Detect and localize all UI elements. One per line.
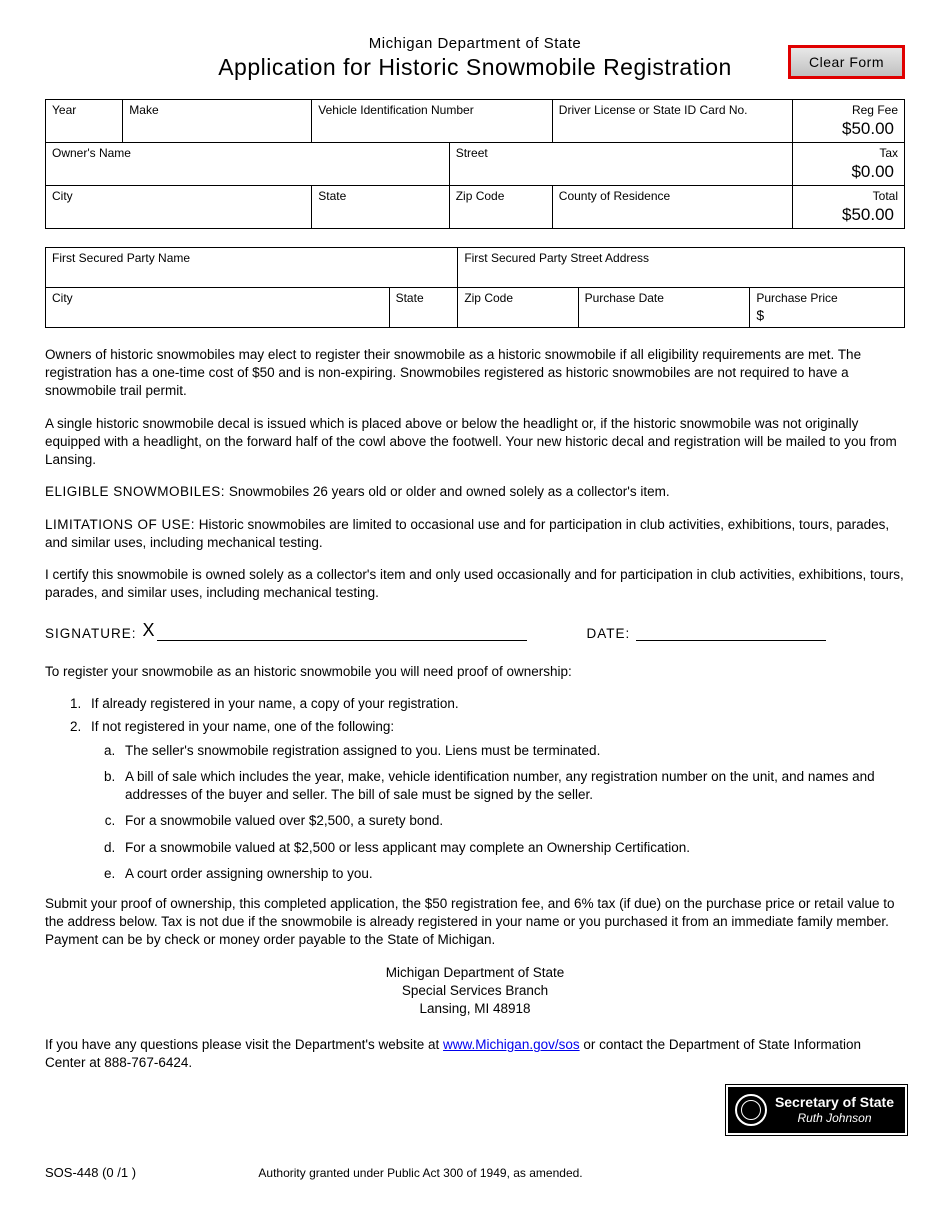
date-line[interactable] — [636, 640, 826, 641]
department-name: Michigan Department of State — [45, 35, 905, 52]
seal-row: Secretary of State Ruth Johnson — [45, 1087, 905, 1137]
website-link[interactable]: www.Michigan.gov/sos — [443, 1037, 580, 1052]
date-label: DATE: — [587, 626, 631, 641]
reg-fee-value: $50.00 — [799, 117, 898, 139]
intro-p2: A single historic snowmobile decal is is… — [45, 415, 905, 470]
dl-cell[interactable]: Driver License or State ID Card No. — [552, 100, 793, 143]
state-label: State — [318, 189, 442, 203]
form-number: SOS-448 (0 /1 ) — [45, 1165, 136, 1180]
seal-icon — [735, 1094, 767, 1126]
proof-item-2: If not registered in your name, one of t… — [85, 719, 905, 883]
total-value: $50.00 — [799, 203, 898, 225]
sub-a: The seller's snowmobile registration ass… — [119, 742, 905, 760]
street-cell[interactable]: Street — [449, 143, 793, 186]
street-label: Street — [456, 146, 787, 160]
signature-x: X — [143, 620, 155, 641]
party-city-label: City — [52, 291, 383, 305]
limit-para: LIMITATIONS OF USE: Historic snowmobiles… — [45, 516, 905, 552]
party-state-label: State — [396, 291, 452, 305]
party-addr-label: First Secured Party Street Address — [464, 251, 898, 265]
footer: SOS-448 (0 /1 ) Authority granted under … — [45, 1165, 905, 1180]
make-cell[interactable]: Make — [123, 100, 312, 143]
addr-line-2: Special Services Branch — [45, 982, 905, 1000]
authority-text: Authority granted under Public Act 300 o… — [136, 1166, 705, 1180]
proof-section: To register your snowmobile as an histor… — [45, 663, 905, 949]
vin-cell[interactable]: Vehicle Identification Number — [312, 100, 553, 143]
secured-party-table: First Secured Party Name First Secured P… — [45, 247, 905, 328]
sub-d: For a snowmobile valued at $2,500 or les… — [119, 839, 905, 857]
county-label: County of Residence — [559, 189, 787, 203]
applicant-table: Year Make Vehicle Identification Number … — [45, 99, 905, 229]
questions-section: If you have any questions please visit t… — [45, 1036, 905, 1072]
sub-c: For a snowmobile valued over $2,500, a s… — [119, 812, 905, 830]
reg-fee-label: Reg Fee — [799, 103, 898, 117]
questions-pre: If you have any questions please visit t… — [45, 1037, 443, 1052]
seal-name: Ruth Johnson — [775, 1111, 894, 1125]
zip-label: Zip Code — [456, 189, 546, 203]
secretary-seal: Secretary of State Ruth Johnson — [728, 1087, 905, 1133]
zip-cell[interactable]: Zip Code — [449, 186, 552, 229]
page-title: Application for Historic Snowmobile Regi… — [45, 54, 905, 81]
party-state-cell[interactable]: State — [389, 288, 458, 328]
signature-label: SIGNATURE: — [45, 626, 137, 641]
signature-row: SIGNATURE: X DATE: — [45, 620, 905, 641]
eligible-text: Snowmobiles 26 years old or older and ow… — [225, 484, 670, 499]
addr-line-3: Lansing, MI 48918 — [45, 1000, 905, 1018]
title-block: Michigan Department of State Application… — [45, 35, 905, 81]
year-cell[interactable]: Year — [46, 100, 123, 143]
party-zip-label: Zip Code — [464, 291, 571, 305]
party-city-cell[interactable]: City — [46, 288, 390, 328]
signature-line[interactable] — [157, 640, 527, 641]
sub-e: A court order assigning ownership to you… — [119, 865, 905, 883]
proof-list: If already registered in your name, a co… — [85, 696, 905, 883]
party-name-cell[interactable]: First Secured Party Name — [46, 248, 458, 288]
dl-label: Driver License or State ID Card No. — [559, 103, 787, 117]
purchase-date-label: Purchase Date — [585, 291, 744, 305]
eligible-para: ELIGIBLE SNOWMOBILES: Snowmobiles 26 yea… — [45, 483, 905, 501]
clear-form-button[interactable]: Clear Form — [788, 45, 905, 79]
tax-value: $0.00 — [799, 160, 898, 182]
party-zip-cell[interactable]: Zip Code — [458, 288, 578, 328]
purchase-price-label: Purchase Price — [756, 291, 898, 305]
seal-title: Secretary of State — [775, 1094, 894, 1111]
make-label: Make — [129, 103, 305, 117]
intro-p1: Owners of historic snowmobiles may elect… — [45, 346, 905, 401]
owner-cell[interactable]: Owner's Name — [46, 143, 450, 186]
header: Michigan Department of State Application… — [45, 35, 905, 81]
tax-cell: Tax $0.00 — [793, 143, 905, 186]
proof-item-2-text: If not registered in your name, one of t… — [91, 719, 394, 734]
proof-sublist: The seller's snowmobile registration ass… — [119, 742, 905, 883]
year-label: Year — [52, 103, 116, 117]
addr-line-1: Michigan Department of State — [45, 964, 905, 982]
tax-label: Tax — [799, 146, 898, 160]
questions-para: If you have any questions please visit t… — [45, 1036, 905, 1072]
state-cell[interactable]: State — [312, 186, 449, 229]
party-addr-cell[interactable]: First Secured Party Street Address — [458, 248, 905, 288]
sub-b: A bill of sale which includes the year, … — [119, 768, 905, 804]
submit-text: Submit your proof of ownership, this com… — [45, 895, 905, 950]
proof-item-1: If already registered in your name, a co… — [85, 696, 905, 711]
limit-head: LIMITATIONS OF USE: — [45, 517, 195, 532]
dollar-sign: $ — [756, 305, 898, 323]
seal-text: Secretary of State Ruth Johnson — [775, 1094, 894, 1125]
vin-label: Vehicle Identification Number — [318, 103, 546, 117]
city-label: City — [52, 189, 305, 203]
mailing-address: Michigan Department of State Special Ser… — [45, 964, 905, 1019]
body-text: Owners of historic snowmobiles may elect… — [45, 346, 905, 602]
city-cell[interactable]: City — [46, 186, 312, 229]
total-cell: Total $50.00 — [793, 186, 905, 229]
certify-text: I certify this snowmobile is owned solel… — [45, 566, 905, 602]
purchase-price-cell[interactable]: Purchase Price $ — [750, 288, 905, 328]
reg-fee-cell: Reg Fee $50.00 — [793, 100, 905, 143]
purchase-date-cell[interactable]: Purchase Date — [578, 288, 750, 328]
county-cell[interactable]: County of Residence — [552, 186, 793, 229]
proof-intro: To register your snowmobile as an histor… — [45, 663, 905, 681]
owner-label: Owner's Name — [52, 146, 443, 160]
eligible-head: ELIGIBLE SNOWMOBILES: — [45, 484, 225, 499]
total-label: Total — [799, 189, 898, 203]
party-name-label: First Secured Party Name — [52, 251, 451, 265]
